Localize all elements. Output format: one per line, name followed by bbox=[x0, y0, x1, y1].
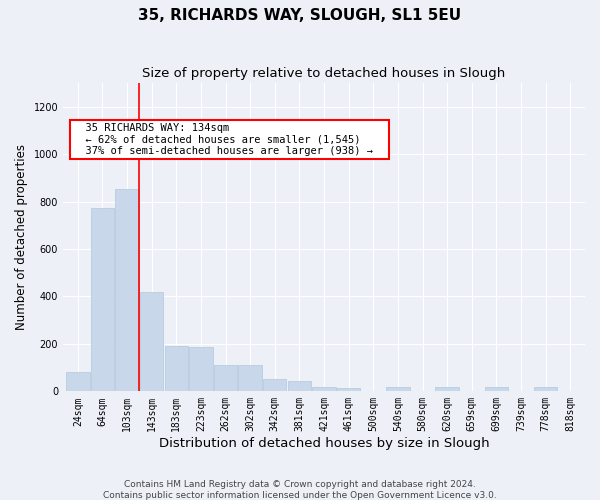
Title: Size of property relative to detached houses in Slough: Size of property relative to detached ho… bbox=[142, 68, 506, 80]
Bar bbox=[115, 188, 139, 392]
Bar bbox=[66, 372, 89, 392]
Bar bbox=[386, 386, 410, 392]
Bar bbox=[214, 365, 237, 392]
Text: 35 RICHARDS WAY: 134sqm  
  ← 62% of detached houses are smaller (1,545)  
  37%: 35 RICHARDS WAY: 134sqm ← 62% of detache… bbox=[73, 123, 386, 156]
Bar bbox=[140, 292, 163, 392]
Bar bbox=[91, 208, 114, 392]
Text: Contains HM Land Registry data © Crown copyright and database right 2024.
Contai: Contains HM Land Registry data © Crown c… bbox=[103, 480, 497, 500]
Text: 35, RICHARDS WAY, SLOUGH, SL1 5EU: 35, RICHARDS WAY, SLOUGH, SL1 5EU bbox=[139, 8, 461, 22]
X-axis label: Distribution of detached houses by size in Slough: Distribution of detached houses by size … bbox=[159, 437, 490, 450]
Bar bbox=[288, 380, 311, 392]
Bar bbox=[263, 380, 286, 392]
Bar bbox=[189, 348, 212, 392]
Bar bbox=[436, 386, 459, 392]
Bar bbox=[313, 386, 336, 392]
Bar bbox=[164, 346, 188, 392]
Bar bbox=[485, 386, 508, 392]
Bar bbox=[534, 386, 557, 392]
Y-axis label: Number of detached properties: Number of detached properties bbox=[15, 144, 28, 330]
Bar bbox=[337, 388, 361, 392]
Bar bbox=[238, 365, 262, 392]
